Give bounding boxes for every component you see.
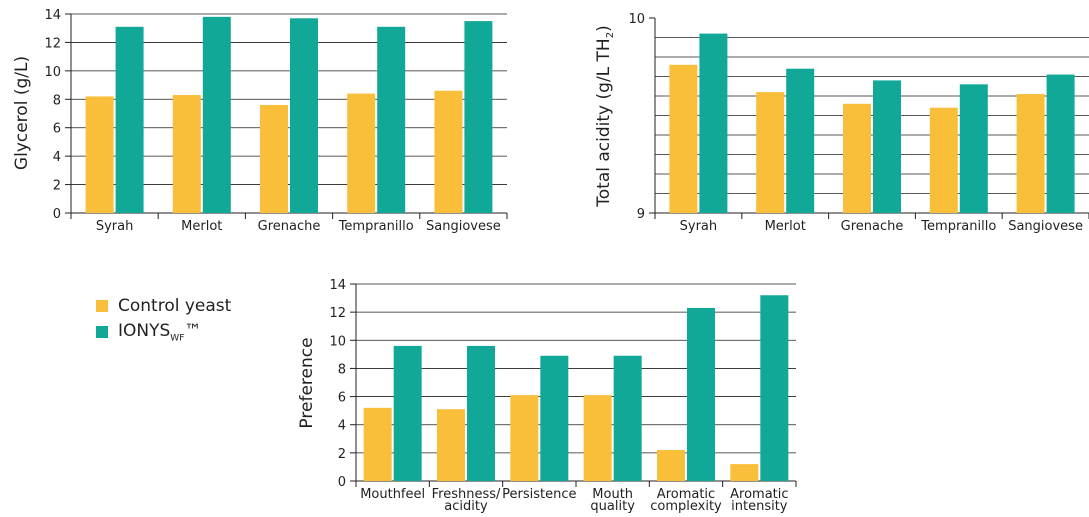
x-tick-label: Aromatic bbox=[657, 487, 715, 502]
legend-label-ionys-mark: ™ bbox=[184, 320, 202, 341]
bar-control bbox=[260, 104, 288, 213]
legend-label-ionys: IONYSWF™ bbox=[118, 321, 201, 343]
bar-ionys bbox=[377, 26, 406, 213]
y-tick-label: 12 bbox=[44, 36, 61, 51]
y-axis-label-text: Preference bbox=[297, 337, 317, 428]
bar-ionys bbox=[1046, 74, 1075, 213]
x-tick-label: Mouthfeel bbox=[360, 487, 425, 502]
x-tick-label: Sangiovese bbox=[1008, 219, 1083, 234]
y-tick-label: 2 bbox=[53, 179, 61, 194]
bar-ionys bbox=[786, 68, 815, 213]
y-axis-label: Glycerol (g/L) bbox=[12, 56, 32, 170]
y-tick-label: 2 bbox=[338, 447, 346, 462]
bar-ionys bbox=[290, 18, 318, 214]
y-axis-label: Total acidity (g/L TH2) bbox=[594, 25, 616, 207]
y-axis-label-text: Total acidity (g/L TH bbox=[594, 38, 614, 207]
legend-item-control: Control yeast bbox=[96, 293, 231, 319]
bar-control bbox=[434, 90, 463, 213]
bar-ionys bbox=[540, 355, 569, 481]
x-tick-label: Freshness/ bbox=[432, 487, 501, 502]
bar-control bbox=[437, 409, 465, 481]
y-tick-label: 14 bbox=[44, 8, 61, 23]
y-axis-label: Preference bbox=[297, 337, 317, 428]
legend-label-ionys-sub: WF bbox=[170, 333, 185, 344]
x-tick-label: Aromatic bbox=[730, 487, 788, 502]
bar-control bbox=[85, 96, 114, 213]
x-tick-label: Mouth bbox=[592, 487, 633, 502]
y-tick-label: 6 bbox=[338, 391, 346, 406]
y-tick-label: 14 bbox=[329, 278, 346, 293]
y-tick-label: 0 bbox=[53, 207, 61, 222]
legend-label-ionys-base: IONYS bbox=[118, 320, 171, 341]
y-tick-label: 0 bbox=[338, 475, 346, 490]
bar-control bbox=[1016, 94, 1045, 213]
bar-control bbox=[843, 103, 871, 213]
legend: Control yeast IONYSWF™ bbox=[96, 293, 231, 345]
legend-swatch-ionys bbox=[96, 326, 108, 338]
y-tick-label: 8 bbox=[338, 362, 346, 377]
x-tick-label: Sangiovese bbox=[426, 219, 501, 234]
bar-ionys bbox=[760, 295, 789, 481]
bar-control bbox=[347, 93, 376, 213]
x-tick-label: Tempranillo bbox=[920, 219, 996, 234]
y-tick-label: 9 bbox=[637, 207, 645, 222]
x-tick-label: Merlot bbox=[181, 219, 222, 234]
bar-ionys bbox=[699, 33, 728, 213]
y-tick-label: 10 bbox=[628, 12, 645, 27]
bar-ionys bbox=[393, 345, 422, 481]
x-tick-label: complexity bbox=[650, 499, 722, 514]
preference-chart: 0 2 4 6 8 10 12 14 Mouthfeel Freshness/acidity Per… bbox=[297, 278, 797, 514]
x-tick-label: quality bbox=[590, 499, 635, 514]
bar-ionys bbox=[959, 84, 988, 213]
x-tick-label: acidity bbox=[444, 499, 488, 514]
bar-control bbox=[756, 92, 785, 213]
x-tick-label: Persistence bbox=[502, 487, 576, 502]
bar-control bbox=[657, 450, 685, 481]
bar-ionys bbox=[115, 26, 144, 213]
y-tick-label: 4 bbox=[53, 150, 61, 165]
y-tick-label: 4 bbox=[338, 419, 346, 434]
bar-control bbox=[510, 395, 539, 481]
bar-ionys bbox=[687, 307, 715, 481]
bar-ionys bbox=[467, 345, 495, 481]
bar-ionys bbox=[202, 16, 231, 213]
bar-control bbox=[583, 395, 612, 481]
x-tick-label: Tempranillo bbox=[338, 219, 414, 234]
y-axis-label-sub: 2 bbox=[605, 32, 616, 38]
bar-ionys bbox=[613, 355, 642, 481]
x-tick-label: Grenache bbox=[258, 219, 321, 234]
x-tick-label: Syrah bbox=[680, 219, 718, 234]
y-tick-label: 10 bbox=[329, 334, 346, 349]
y-tick-label: 8 bbox=[53, 93, 61, 108]
legend-item-ionys: IONYSWF™ bbox=[96, 319, 231, 345]
total-acidity-chart: 9 10 Syrah Merlot Grenache Tempranillo Sangiov… bbox=[594, 12, 1089, 234]
y-tick-label: 6 bbox=[53, 122, 61, 137]
bar-control bbox=[172, 95, 201, 213]
y-axis-label-text: Glycerol (g/L) bbox=[12, 56, 32, 170]
bar-ionys bbox=[464, 21, 493, 213]
x-tick-label: Merlot bbox=[765, 219, 806, 234]
bar-control bbox=[669, 64, 698, 213]
y-axis-label-end: ) bbox=[594, 25, 614, 32]
bar-control bbox=[363, 407, 392, 481]
y-tick-label: 10 bbox=[44, 65, 61, 80]
legend-swatch-control bbox=[96, 300, 108, 312]
bar-control bbox=[929, 107, 958, 213]
glycerol-chart: 0 2 4 6 8 10 12 14 Syrah Merlot Grenache Tempranill… bbox=[12, 8, 508, 234]
legend-label-control: Control yeast bbox=[118, 296, 232, 316]
bar-ionys bbox=[873, 80, 901, 214]
bar-control bbox=[730, 464, 759, 481]
x-tick-label: Grenache bbox=[841, 219, 904, 234]
y-tick-label: 12 bbox=[329, 306, 346, 321]
x-tick-label: intensity bbox=[731, 499, 788, 514]
x-tick-label: Syrah bbox=[96, 219, 134, 234]
